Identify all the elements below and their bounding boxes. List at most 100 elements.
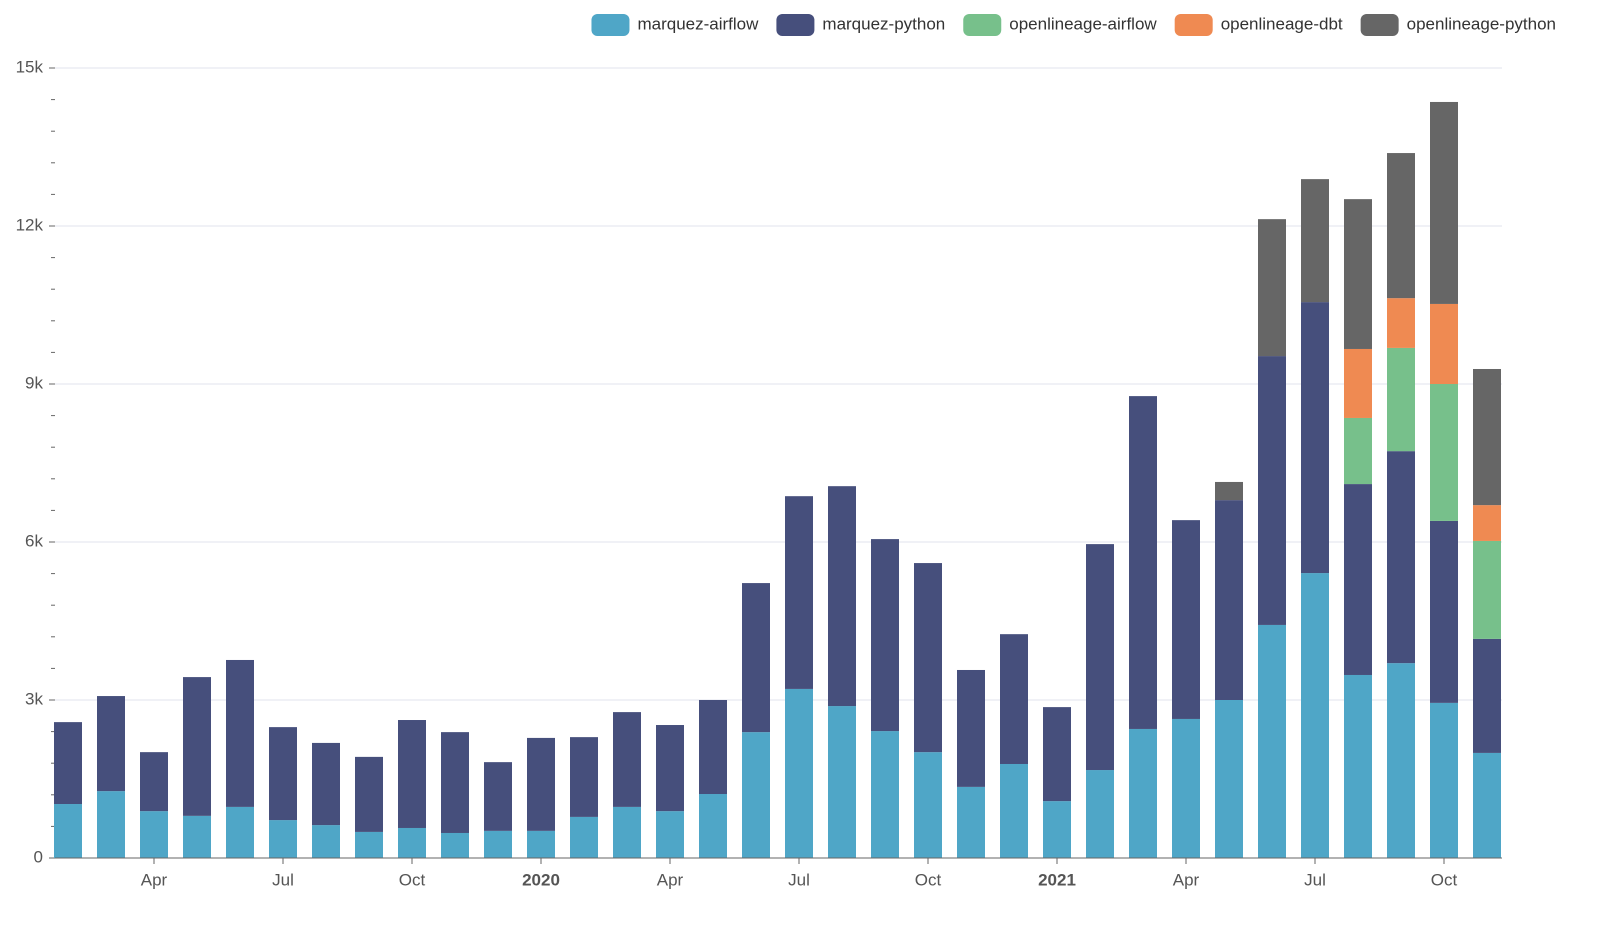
x-tick-label: 2020 [522,870,560,889]
bar-segment [828,486,856,707]
y-tick-label: 3k [25,689,43,708]
legend-swatch [1360,14,1399,36]
bar-segment [441,732,469,833]
bar-segment [269,727,297,821]
bar-segment [570,737,598,817]
legend-swatch [1174,14,1213,36]
x-tick-label: Oct [399,870,426,889]
bar-segment [699,794,727,858]
bar-segment [1387,347,1415,452]
x-tick-label: Jul [272,870,294,889]
bar-segment [140,752,168,812]
x-tick-label: Oct [1431,870,1458,889]
bar-segment [226,659,254,807]
legend-swatch [591,14,630,36]
x-tick-label: Apr [657,870,684,889]
bar-segment [355,831,383,858]
bar-segment [54,722,82,805]
bar-segment [871,539,899,732]
bar-segment [1430,520,1458,703]
bar-segment [1043,707,1071,802]
bar-segment [914,752,942,858]
bar-segment [1129,396,1157,729]
bar-segment [699,700,727,795]
bar-segment [1258,356,1286,625]
bar-segment [398,720,426,828]
bar-segment [570,816,598,858]
bar-segment [871,731,899,858]
y-tick-label: 6k [25,531,43,550]
bar-segment [785,688,813,858]
y-tick-label: 9k [25,373,43,392]
bar-segment [484,830,512,858]
legend-label: openlineage-airflow [1009,14,1157,33]
bar-segment [914,563,942,753]
bar-segment [183,677,211,816]
x-tick-label: Jul [788,870,810,889]
bar-segment [1172,520,1200,719]
bar-segment [957,786,985,858]
bar-segment [484,762,512,831]
bar-segment [1215,500,1243,700]
bar-segment [1215,481,1243,501]
bar-segment [613,712,641,807]
bar-segment [1258,219,1286,357]
bar-segment [1387,451,1415,664]
x-tick-label: 2021 [1038,870,1076,889]
bar-segment [1344,199,1372,349]
bar-segment [1301,179,1329,303]
bar-segment [1344,484,1372,675]
x-tick-label: Oct [915,870,942,889]
x-tick-label: Apr [141,870,168,889]
bar-segment [269,820,297,858]
legend-label: openlineage-dbt [1221,14,1343,33]
bar-segment [1215,700,1243,858]
bar-segment [1473,752,1501,858]
y-tick-label: 15k [16,57,44,76]
bar-segment [1387,298,1415,348]
bar-segment [527,830,555,858]
bar-segment [1086,770,1114,858]
bar-segment [183,815,211,858]
bar-segment [1043,801,1071,858]
bar-segment [656,725,684,812]
bar-segment [97,696,125,792]
bar-segment [1387,153,1415,299]
bar-segment [1344,417,1372,485]
bar-segment [1172,718,1200,858]
bar-segment [1301,573,1329,858]
bar-segment [1473,638,1501,753]
bar-segment [613,806,641,858]
bar-segment [742,732,770,858]
legend-swatch [963,14,1002,36]
bar-segment [355,756,383,832]
x-tick-label: Jul [1304,870,1326,889]
bar-segment [1430,101,1458,304]
bar-segment [527,737,555,831]
bar-segment [1473,540,1501,639]
bar-segment [656,811,684,858]
legend-label: marquez-airflow [637,14,759,33]
bar-segment [1473,505,1501,541]
bar-segment [1301,302,1329,574]
bar-segment [1129,728,1157,858]
bar-segment [312,825,340,858]
x-tick-label: Apr [1173,870,1200,889]
bar-segment [785,496,813,689]
bar-segment [54,804,82,858]
bar-segment [312,742,340,826]
legend-label: openlineage-python [1407,14,1556,33]
y-tick-label: 0 [34,847,43,866]
bar-segment [1430,303,1458,384]
legend-swatch [776,14,815,36]
y-tick-label: 12k [16,215,44,234]
bar-segment [140,811,168,858]
bar-segment [398,827,426,858]
bar-segment [1387,663,1415,858]
bar-segment [1000,634,1028,764]
bar-segment [828,706,856,858]
bar-segment [1473,368,1501,506]
bar-segment [1430,384,1458,521]
bar-segment [441,832,469,858]
